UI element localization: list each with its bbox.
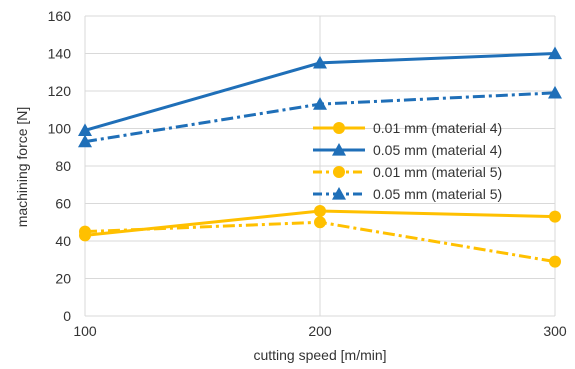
series-4: [78, 85, 562, 148]
circle-marker: [549, 210, 561, 223]
triangle-marker: [548, 46, 562, 60]
x-axis-title: cutting speed [m/min]: [253, 347, 386, 363]
x-tick-labels: 100 200 300: [73, 323, 567, 339]
circle-marker: [549, 255, 561, 268]
y-tick-label: 0: [63, 308, 71, 324]
y-tick-label: 20: [55, 271, 71, 287]
series-3: [79, 216, 561, 268]
legend-label: 0.05 mm (material 4): [373, 142, 502, 158]
y-tick-label: 100: [48, 121, 72, 137]
y-tick-label: 60: [55, 196, 71, 212]
legend-item: 0.05 mm (material 4): [313, 142, 502, 158]
x-tick-label: 300: [543, 323, 567, 339]
triangle-marker: [78, 134, 92, 148]
legend-circle-marker: [333, 166, 345, 178]
legend-label: 0.01 mm (material 5): [373, 164, 502, 180]
y-tick-label: 80: [55, 158, 71, 174]
legend: 0.01 mm (material 4) 0.05 mm (material 4)…: [313, 120, 502, 202]
legend-item: 0.01 mm (material 5): [313, 164, 502, 180]
series-2: [78, 46, 562, 136]
legend-triangle-marker: [332, 187, 346, 200]
y-tick-label: 160: [48, 8, 72, 24]
y-tick-label: 120: [48, 83, 72, 99]
legend-label: 0.05 mm (material 5): [373, 186, 502, 202]
legend-label: 0.01 mm (material 4): [373, 120, 502, 136]
triangle-marker: [313, 55, 327, 69]
legend-circle-marker: [333, 122, 345, 134]
circle-marker: [79, 225, 91, 238]
x-tick-label: 200: [308, 323, 332, 339]
series-group: [78, 46, 562, 268]
circle-marker: [314, 205, 326, 217]
y-tick-label: 40: [55, 233, 71, 249]
legend-triangle-marker: [332, 143, 346, 156]
triangle-marker: [548, 85, 562, 99]
y-tick-label: 140: [48, 46, 72, 62]
triangle-marker: [78, 123, 92, 136]
x-tick-label: 100: [73, 323, 97, 339]
triangle-marker: [313, 97, 327, 110]
y-tick-labels: 0 20 40 60 80 100 120 140 160: [48, 8, 72, 324]
y-axis-title: machining force [N]: [14, 107, 30, 228]
legend-item: 0.05 mm (material 5): [313, 186, 502, 202]
legend-item: 0.01 mm (material 4): [313, 120, 502, 136]
circle-marker: [314, 216, 326, 229]
